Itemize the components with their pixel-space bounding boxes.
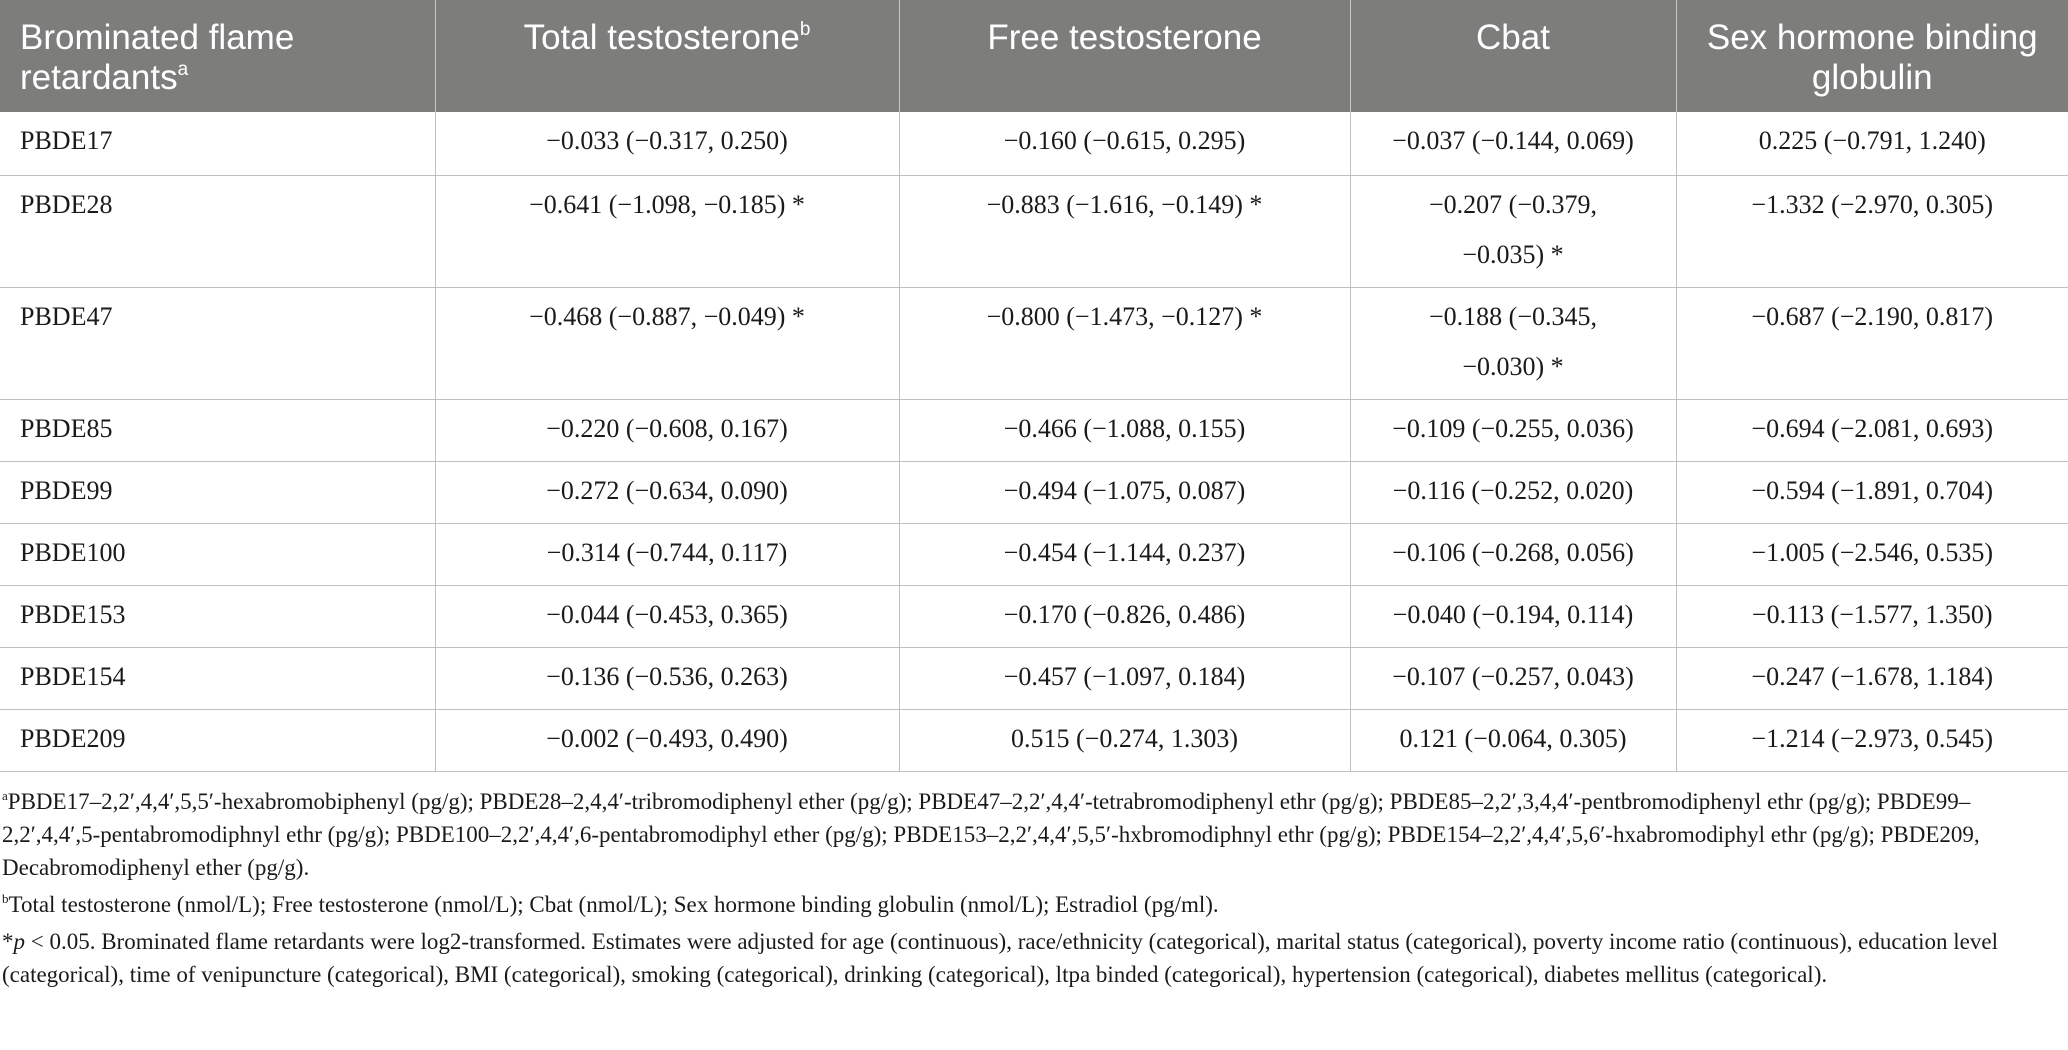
cell-free-testosterone: −0.160 (−0.615, 0.295) <box>899 112 1351 176</box>
header-total-testosterone: Total testosteroneb <box>435 0 900 112</box>
cell-total-testosterone: −0.002 (−0.493, 0.490) <box>435 709 900 772</box>
cell-shbg: −0.694 (−2.081, 0.693) <box>1676 399 2068 462</box>
cell-shbg: 0.225 (−0.791, 1.240) <box>1676 112 2068 176</box>
cell-free-testosterone: −0.883 (−1.616, −0.149) * <box>899 175 1351 288</box>
header-free-testosterone: Free testosterone <box>899 0 1351 112</box>
footnote-mark: b <box>799 19 811 40</box>
cell-shbg: −1.332 (−2.970, 0.305) <box>1676 175 2068 288</box>
footnote-mark: * <box>2 929 14 954</box>
header-shbg: Sex hormone binding globulin <box>1676 0 2068 112</box>
cell-shbg: −0.687 (−2.190, 0.817) <box>1676 287 2068 400</box>
footnote-text: < 0.05. Brominated flame retardants were… <box>2 929 1998 987</box>
row-label: PBDE85 <box>0 399 436 462</box>
row-label: PBDE100 <box>0 523 436 586</box>
cell-cbat: −0.037 (−0.144, 0.069) <box>1350 112 1677 176</box>
cell-line: −0.188 (−0.345, <box>1429 301 1597 331</box>
cell-cbat: −0.188 (−0.345, −0.030) * <box>1350 287 1677 400</box>
cell-total-testosterone: −0.641 (−1.098, −0.185) * <box>435 175 900 288</box>
cell-cbat: −0.040 (−0.194, 0.114) <box>1350 585 1677 648</box>
row-label: PBDE17 <box>0 112 436 176</box>
row-label: PBDE99 <box>0 461 436 524</box>
cell-line: −0.035) * <box>1462 239 1564 269</box>
header-label: Sex hormone binding globulin <box>1706 18 2038 97</box>
table-row: PBDE28 −0.641 (−1.098, −0.185) * −0.883 … <box>0 175 2068 288</box>
cell-shbg: −0.594 (−1.891, 0.704) <box>1676 461 2068 524</box>
p-symbol: p <box>13 929 26 954</box>
footnote-text: PBDE17–2,2′,4,4′,5,5′-hexabromobiphenyl … <box>2 789 1980 880</box>
table-row: PBDE85 −0.220 (−0.608, 0.167) −0.466 (−1… <box>0 399 2068 462</box>
cell-shbg: −1.214 (−2.973, 0.545) <box>1676 709 2068 772</box>
header-row: Brominated flame retardantsa Total testo… <box>0 0 2068 112</box>
header-brominated-flame-retardants: Brominated flame retardantsa <box>0 0 436 112</box>
table-row: PBDE209 −0.002 (−0.493, 0.490) 0.515 (−0… <box>0 709 2068 772</box>
cell-free-testosterone: 0.515 (−0.274, 1.303) <box>899 709 1351 772</box>
table-row: PBDE47 −0.468 (−0.887, −0.049) * −0.800 … <box>0 287 2068 400</box>
cell-cbat: −0.116 (−0.252, 0.020) <box>1350 461 1677 524</box>
cell-cbat: −0.109 (−0.255, 0.036) <box>1350 399 1677 462</box>
cell-free-testosterone: −0.800 (−1.473, −0.127) * <box>899 287 1351 400</box>
table-footnotes: aPBDE17–2,2′,4,4′,5,5′-hexabromobiphenyl… <box>0 785 2068 995</box>
cell-free-testosterone: −0.170 (−0.826, 0.486) <box>899 585 1351 648</box>
cell-total-testosterone: −0.272 (−0.634, 0.090) <box>435 461 900 524</box>
cell-free-testosterone: −0.466 (−1.088, 0.155) <box>899 399 1351 462</box>
cell-free-testosterone: −0.454 (−1.144, 0.237) <box>899 523 1351 586</box>
footnote-mark: b <box>2 891 9 906</box>
table-header: Brominated flame retardantsa Total testo… <box>0 0 2068 112</box>
footnote-mark: a <box>177 59 189 80</box>
table-row: PBDE153 −0.044 (−0.453, 0.365) −0.170 (−… <box>0 585 2068 648</box>
footnote-significance: *p < 0.05. Brominated flame retardants w… <box>2 925 2066 991</box>
header-label: Free testosterone <box>987 18 1262 57</box>
cell-free-testosterone: −0.494 (−1.075, 0.087) <box>899 461 1351 524</box>
footnote-mark: a <box>2 788 8 803</box>
row-label: PBDE209 <box>0 709 436 772</box>
header-label: Total testosterone <box>523 18 800 57</box>
table-row: PBDE154 −0.136 (−0.536, 0.263) −0.457 (−… <box>0 647 2068 710</box>
cell-cbat: −0.107 (−0.257, 0.043) <box>1350 647 1677 710</box>
cell-cbat: 0.121 (−0.064, 0.305) <box>1350 709 1677 772</box>
cell-cbat: −0.106 (−0.268, 0.056) <box>1350 523 1677 586</box>
row-label: PBDE154 <box>0 647 436 710</box>
results-table: Brominated flame retardantsa Total testo… <box>0 0 2068 772</box>
row-label: PBDE47 <box>0 287 436 400</box>
cell-line: −0.207 (−0.379, <box>1429 189 1597 219</box>
table-row: PBDE99 −0.272 (−0.634, 0.090) −0.494 (−1… <box>0 461 2068 524</box>
table-body: PBDE17 −0.033 (−0.317, 0.250) −0.160 (−0… <box>0 112 2068 772</box>
header-label: Brominated flame retardants <box>20 18 295 97</box>
row-label: PBDE153 <box>0 585 436 648</box>
cell-cbat: −0.207 (−0.379, −0.035) * <box>1350 175 1677 288</box>
table-row: PBDE100 −0.314 (−0.744, 0.117) −0.454 (−… <box>0 523 2068 586</box>
cell-total-testosterone: −0.033 (−0.317, 0.250) <box>435 112 900 176</box>
cell-total-testosterone: −0.044 (−0.453, 0.365) <box>435 585 900 648</box>
cell-total-testosterone: −0.468 (−0.887, −0.049) * <box>435 287 900 400</box>
cell-total-testosterone: −0.220 (−0.608, 0.167) <box>435 399 900 462</box>
cell-total-testosterone: −0.314 (−0.744, 0.117) <box>435 523 900 586</box>
header-cbat: Cbat <box>1350 0 1677 112</box>
cell-total-testosterone: −0.136 (−0.536, 0.263) <box>435 647 900 710</box>
cell-shbg: −0.247 (−1.678, 1.184) <box>1676 647 2068 710</box>
cell-line: −0.030) * <box>1462 351 1564 381</box>
footnote-b: bTotal testosterone (nmol/L); Free testo… <box>2 888 2066 921</box>
cell-free-testosterone: −0.457 (−1.097, 0.184) <box>899 647 1351 710</box>
footnote-text: Total testosterone (nmol/L); Free testos… <box>8 892 1219 917</box>
header-label: Cbat <box>1476 18 1550 57</box>
row-label: PBDE28 <box>0 175 436 288</box>
table-row: PBDE17 −0.033 (−0.317, 0.250) −0.160 (−0… <box>0 112 2068 176</box>
cell-shbg: −0.113 (−1.577, 1.350) <box>1676 585 2068 648</box>
cell-shbg: −1.005 (−2.546, 0.535) <box>1676 523 2068 586</box>
footnote-a: aPBDE17–2,2′,4,4′,5,5′-hexabromobiphenyl… <box>2 785 2066 884</box>
